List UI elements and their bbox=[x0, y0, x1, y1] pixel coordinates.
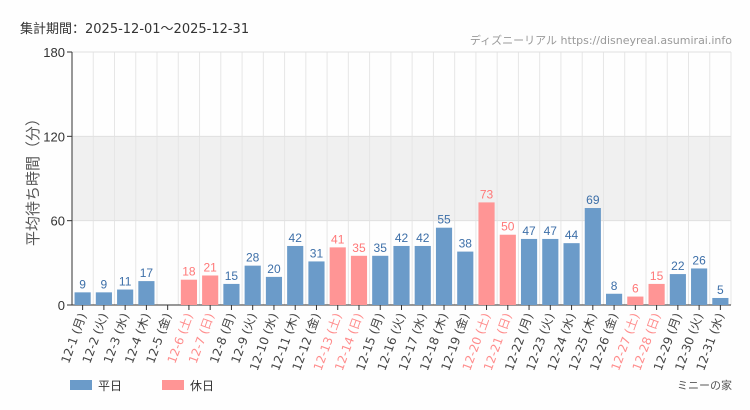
data-label: 73 bbox=[480, 187, 494, 201]
bar bbox=[712, 297, 729, 305]
y-tick-label: 180 bbox=[43, 45, 65, 60]
bar bbox=[95, 292, 112, 305]
y-tick-label: 0 bbox=[58, 298, 65, 313]
bar bbox=[350, 255, 368, 305]
bar bbox=[669, 274, 686, 305]
data-label: 50 bbox=[501, 220, 515, 234]
data-label: 69 bbox=[586, 193, 600, 207]
data-label: 15 bbox=[225, 269, 239, 283]
data-label: 22 bbox=[671, 259, 685, 273]
bar bbox=[180, 279, 197, 305]
attraction-name: ミニーの家 bbox=[677, 379, 732, 392]
data-label: 20 bbox=[267, 262, 281, 276]
bar bbox=[138, 281, 155, 305]
bar bbox=[691, 268, 708, 305]
legend-swatch bbox=[162, 380, 184, 390]
bar bbox=[542, 238, 559, 305]
bar bbox=[223, 283, 240, 305]
data-label: 42 bbox=[395, 231, 409, 245]
bar bbox=[202, 275, 219, 305]
site-credit: ディズニーリアル https://disneyreal.asumirai.inf… bbox=[469, 34, 732, 47]
legend-label: 平日 bbox=[98, 379, 122, 393]
bar bbox=[287, 245, 304, 305]
data-label: 42 bbox=[289, 231, 303, 245]
legend-label: 休日 bbox=[190, 379, 214, 393]
data-label: 8 bbox=[611, 279, 618, 293]
bar bbox=[117, 289, 134, 305]
bar bbox=[627, 296, 644, 305]
data-label: 28 bbox=[246, 251, 260, 265]
data-label: 6 bbox=[632, 282, 639, 296]
data-label: 17 bbox=[140, 266, 154, 280]
bar bbox=[606, 293, 623, 305]
bar bbox=[648, 283, 665, 305]
y-tick-label: 60 bbox=[51, 214, 65, 229]
data-label: 44 bbox=[565, 228, 579, 242]
bar bbox=[478, 202, 495, 305]
bar bbox=[308, 261, 325, 305]
data-label: 41 bbox=[331, 232, 345, 246]
bar bbox=[244, 265, 261, 305]
data-label: 11 bbox=[119, 275, 132, 289]
bar bbox=[499, 234, 516, 305]
bar bbox=[435, 227, 453, 305]
data-label: 55 bbox=[437, 213, 451, 227]
y-tick-label: 120 bbox=[43, 129, 65, 144]
data-label: 31 bbox=[310, 246, 324, 260]
period-label: 集計期間：2025-12-01〜2025-12-31 bbox=[20, 22, 250, 37]
bar bbox=[393, 245, 410, 305]
data-label: 42 bbox=[416, 231, 430, 245]
bar bbox=[563, 243, 580, 305]
data-label: 9 bbox=[79, 277, 86, 291]
data-label: 15 bbox=[650, 269, 664, 283]
legend-swatch bbox=[70, 380, 92, 390]
bar bbox=[584, 208, 601, 305]
data-label: 35 bbox=[374, 241, 388, 255]
bar bbox=[74, 292, 91, 305]
y-axis-title: 平均待ち時間（分） bbox=[24, 111, 42, 246]
data-label: 26 bbox=[692, 253, 706, 267]
bar bbox=[457, 251, 474, 305]
data-label: 38 bbox=[459, 237, 473, 251]
bar bbox=[414, 245, 431, 305]
data-label: 35 bbox=[352, 241, 366, 255]
data-label: 9 bbox=[101, 277, 108, 291]
data-label: 47 bbox=[544, 224, 558, 238]
bar bbox=[372, 255, 389, 305]
data-label: 21 bbox=[203, 260, 217, 274]
bar bbox=[265, 276, 283, 305]
data-label: 18 bbox=[182, 265, 196, 279]
data-label: 5 bbox=[717, 283, 724, 297]
shaded-band bbox=[72, 136, 731, 221]
bar bbox=[520, 238, 538, 305]
bar bbox=[329, 247, 346, 305]
data-label: 47 bbox=[522, 224, 536, 238]
